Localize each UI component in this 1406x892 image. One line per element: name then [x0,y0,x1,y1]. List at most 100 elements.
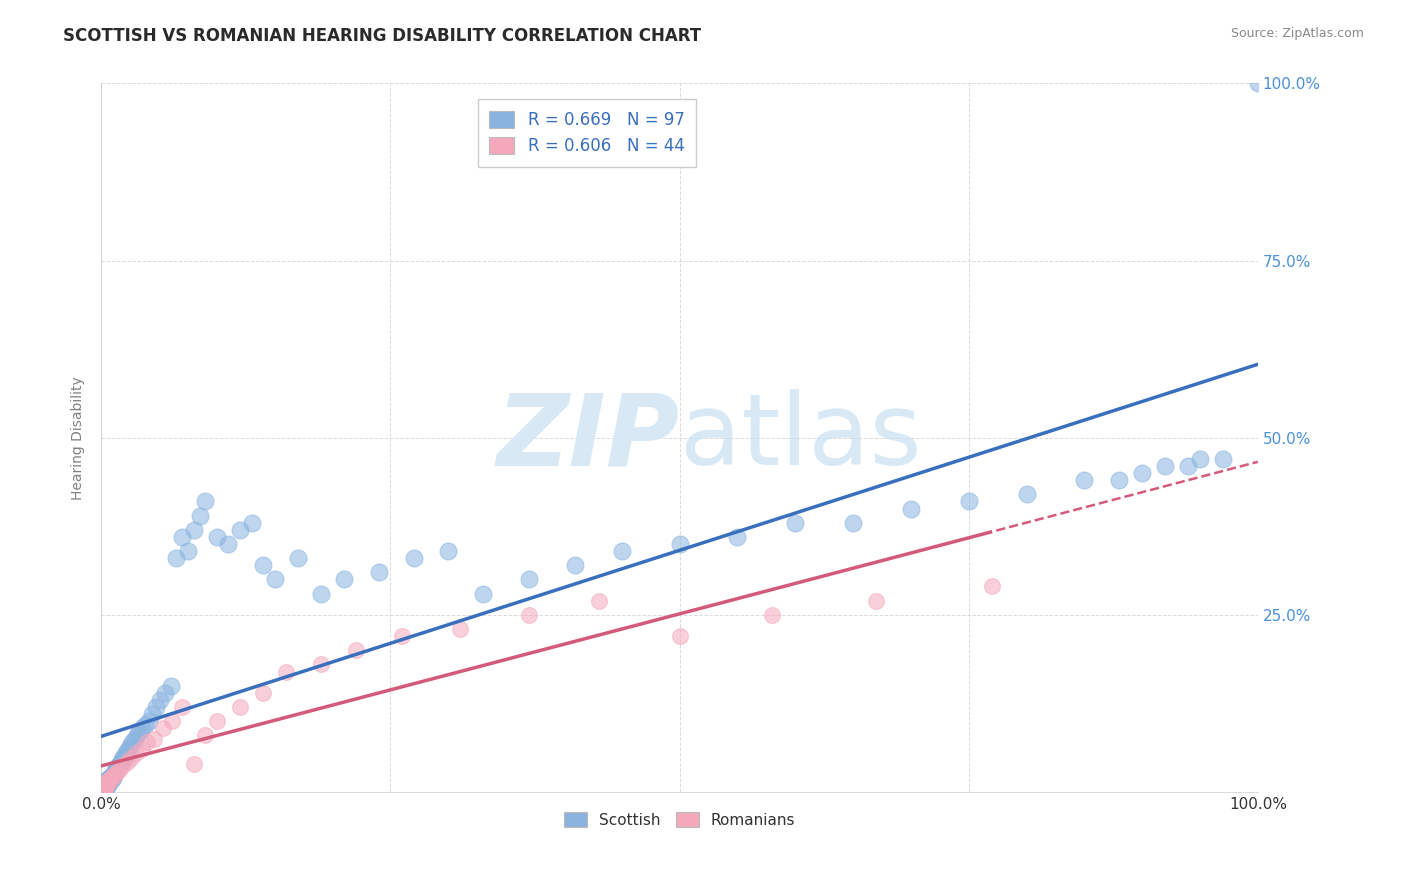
Point [98,773,121,788]
Point [94,778,117,792]
Point [725,530,748,544]
Point [134,717,156,731]
Point [94,779,117,793]
Point [98,771,121,785]
Point [105,762,128,776]
Point [125,728,148,742]
Point [100,772,122,787]
Point [205,714,228,728]
Point [115,744,138,758]
Point [252,686,274,700]
Point [93,780,115,794]
Point [391,629,413,643]
Point [143,731,166,746]
Point [785,516,807,530]
Point [104,764,127,778]
Point [101,767,124,781]
Point [93,782,115,797]
Point [564,558,586,573]
Point [145,700,167,714]
Point [93,782,115,797]
Point [287,551,309,566]
Point [104,765,127,780]
Y-axis label: Hearing Disability: Hearing Disability [72,376,86,500]
Point [152,721,174,735]
Point [842,516,865,530]
Point [1015,487,1038,501]
Point [111,753,134,767]
Point [124,731,146,746]
Text: ZIP: ZIP [496,389,679,486]
Point [110,755,132,769]
Point [957,494,980,508]
Point [96,778,118,792]
Point [309,586,332,600]
Point [172,530,194,544]
Point [97,778,120,792]
Point [96,778,118,792]
Text: SCOTTISH VS ROMANIAN HEARING DISABILITY CORRELATION CHART: SCOTTISH VS ROMANIAN HEARING DISABILITY … [63,27,702,45]
Point [100,771,122,785]
Point [517,573,540,587]
Point [96,774,118,789]
Point [471,586,494,600]
Text: atlas: atlas [679,389,921,486]
Point [517,607,540,622]
Point [108,762,131,776]
Point [107,765,129,780]
Point [98,774,121,789]
Point [118,742,141,756]
Point [115,755,138,769]
Point [97,776,120,790]
Point [138,714,160,728]
Point [172,700,194,714]
Point [1212,452,1234,467]
Point [93,781,115,796]
Point [91,782,114,797]
Point [112,758,135,772]
Point [229,700,252,714]
Point [229,523,252,537]
Point [1108,473,1130,487]
Point [437,544,460,558]
Point [107,760,129,774]
Point [93,780,115,794]
Point [333,573,356,587]
Legend: Scottish, Romanians: Scottish, Romanians [558,805,801,834]
Point [96,779,118,793]
Point [100,772,122,787]
Point [93,779,115,793]
Point [263,573,285,587]
Point [1247,77,1270,91]
Point [101,771,124,785]
Point [120,751,142,765]
Point [252,558,274,573]
Point [402,551,425,566]
Point [91,783,114,797]
Point [194,494,217,508]
Point [1188,452,1211,467]
Point [183,756,205,771]
Point [309,657,332,672]
Point [93,779,115,793]
Point [344,643,367,657]
Point [96,776,118,790]
Point [588,593,610,607]
Point [107,758,129,772]
Point [194,728,217,742]
Point [217,537,239,551]
Point [367,566,389,580]
Point [93,781,115,796]
Point [112,749,135,764]
Point [668,629,690,643]
Point [114,746,136,760]
Point [104,767,127,781]
Point [112,751,135,765]
Point [188,508,211,523]
Point [101,769,124,783]
Point [149,693,172,707]
Point [93,778,115,792]
Point [980,579,1002,593]
Text: Source: ZipAtlas.com: Source: ZipAtlas.com [1230,27,1364,40]
Point [276,665,298,679]
